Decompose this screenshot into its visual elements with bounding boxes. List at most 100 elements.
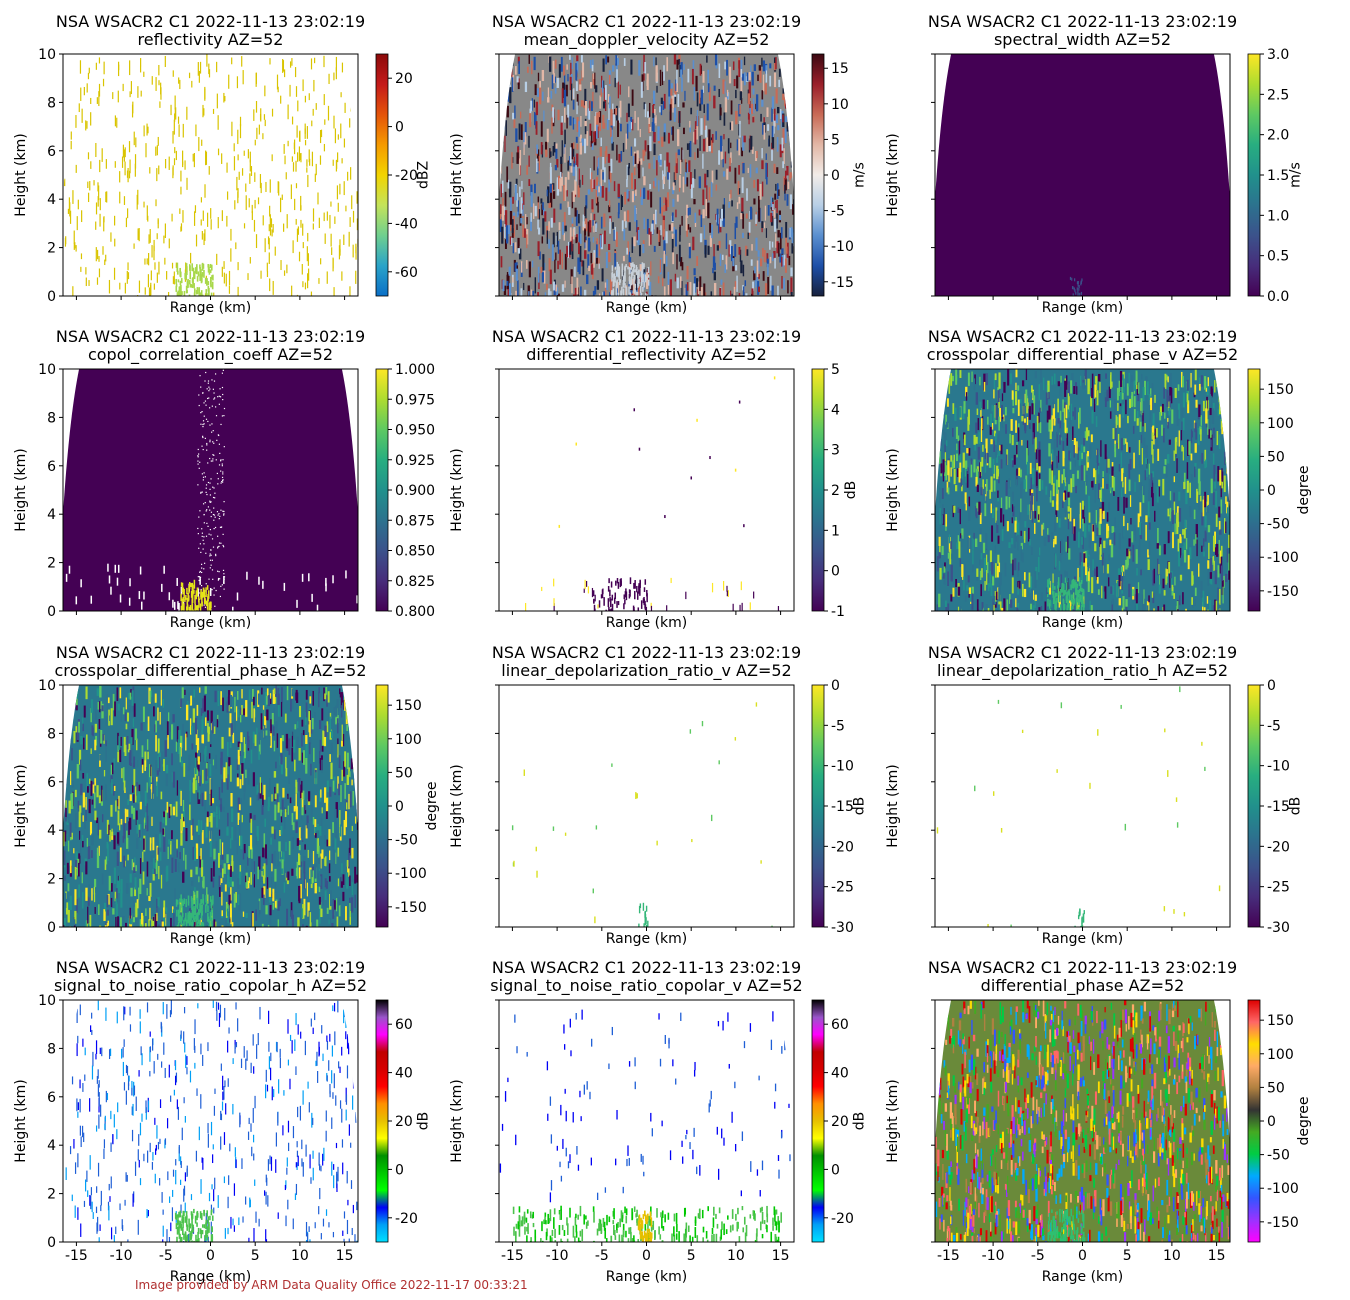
data-gate [112,908,115,915]
data-gate [206,522,208,524]
data-gate [999,608,1001,611]
data-gate [207,380,210,382]
data-gate [674,107,677,119]
data-gate [1151,493,1154,507]
data-gate [762,248,764,257]
data-gate [1152,449,1154,464]
data-gate [648,117,651,130]
echo-core [634,269,636,273]
data-gate [757,74,759,82]
data-gate [343,138,346,148]
data-gate [1212,402,1215,411]
data-gate [275,721,278,735]
data-gate [1034,522,1036,534]
data-gate [739,120,741,138]
data-gate [209,559,212,561]
data-gate [942,405,944,418]
data-gate [659,259,662,273]
data-gate [659,159,662,166]
data-gate [130,748,134,763]
data-gate [230,691,233,697]
data-gate [560,156,563,164]
data-gate [944,452,947,462]
data-gate [555,143,558,149]
data-gate [654,109,656,116]
data-gate [578,242,580,255]
data-gate [745,245,748,256]
data-gate [206,710,210,721]
data-gate [678,111,681,127]
data-gate [267,236,270,245]
data-gate [1063,408,1066,423]
data-gate [1179,574,1183,581]
echo-core [199,603,202,611]
data-gate [281,194,283,200]
data-gate [1219,529,1222,535]
data-gate [603,122,606,129]
data-gate [950,467,952,477]
data-gate [1075,517,1078,533]
data-gate [971,593,974,610]
data-gate [177,739,180,755]
data-gate [704,292,707,296]
data-gate [1193,380,1195,393]
data-gate [1118,414,1121,428]
data-gate [1125,599,1128,607]
data-gate [286,686,289,701]
data-gate [752,117,755,123]
data-gate [695,75,698,92]
data-gate [755,214,757,224]
data-gate [1165,568,1167,585]
data-gate [268,252,270,264]
data-gate [1009,433,1012,444]
data-gate [1056,479,1058,494]
data-gate [499,167,502,174]
echo-core [618,266,621,275]
data-gate [139,65,142,73]
data-gate [64,58,66,65]
data-gate [502,280,505,292]
data-gate [1053,373,1056,385]
data-gate [67,840,70,852]
data-gate [681,77,683,92]
data-gate [1011,390,1014,400]
data-gate [771,125,774,139]
data-gate [97,926,100,927]
data-gate [186,106,188,120]
echo-core [186,601,189,611]
data-gate [638,60,641,76]
data-gate [217,434,219,436]
data-gate [1127,471,1129,482]
data-gate [281,687,283,703]
echo-core [633,582,635,589]
data-gate [148,772,151,787]
data-gate [1025,389,1028,406]
data-gate [77,808,79,821]
data-gate [99,198,101,211]
data-gate [784,258,787,273]
data-gate [973,434,976,445]
data-gate [172,599,174,608]
data-gate [553,208,556,223]
data-gate [1058,501,1060,507]
data-gate [213,380,216,382]
data-gate [556,231,559,247]
data-gate [672,126,674,141]
data-gate [114,161,116,168]
data-gate [982,479,985,495]
data-gate [577,287,579,296]
data-gate [777,125,780,131]
chart-title: NSA WSACR2 C1 2022-11-13 23:02:19 [928,327,1237,346]
data-gate [1182,417,1185,431]
echo-core [195,290,198,295]
data-gate [202,435,204,437]
data-gate [552,183,555,190]
data-gate [1011,491,1015,502]
data-gate [215,459,217,461]
data-gate [650,261,652,276]
data-gate [1083,465,1086,482]
chart-title: NSA WSACR2 C1 2022-11-13 23:02:19 [56,12,365,31]
data-gate [274,696,277,704]
data-gate [503,205,506,216]
